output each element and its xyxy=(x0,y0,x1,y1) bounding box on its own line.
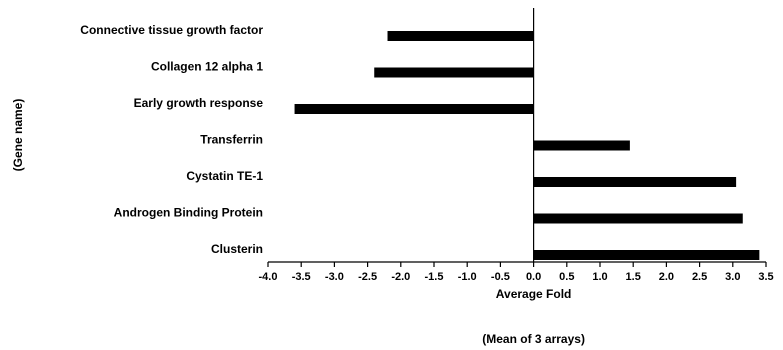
x-tick-label: 3.0 xyxy=(725,271,740,283)
x-tick-label: -3.0 xyxy=(325,271,344,283)
category-label: Early growth response xyxy=(134,96,264,110)
category-label: Androgen Binding Protein xyxy=(114,206,263,220)
x-tick-label: 0.5 xyxy=(559,271,574,283)
bar xyxy=(294,104,534,114)
x-tick-label: 3.5 xyxy=(758,271,773,283)
x-tick-label: 1.5 xyxy=(626,271,641,283)
x-tick-label: -0.5 xyxy=(491,271,510,283)
bar xyxy=(533,177,737,187)
bar xyxy=(533,250,760,260)
x-tick-label: -4.0 xyxy=(259,271,278,283)
category-label: Collagen 12 alpha 1 xyxy=(151,60,263,74)
x-tick-label: 1.0 xyxy=(592,271,607,283)
x-axis-title: Average Fold xyxy=(496,287,572,301)
category-label: Cystatin TE-1 xyxy=(186,169,263,183)
bars-layer xyxy=(294,31,760,260)
y-axis-title: (Gene name) xyxy=(11,99,25,172)
category-labels: Connective tissue growth factor Collagen … xyxy=(80,23,263,256)
bar xyxy=(387,31,534,41)
x-tick-label: -2.0 xyxy=(391,271,410,283)
bar xyxy=(374,67,534,78)
x-axis-ticks: -4.0 -3.5 -3.0 -2.5 -2.0 -1.5 -1.0 -0.5 0.0 0.5 1.… xyxy=(259,262,774,283)
x-tick-label: 0.0 xyxy=(526,271,541,283)
bar xyxy=(533,140,630,151)
category-label: Connective tissue growth factor xyxy=(80,23,263,37)
x-tick-label: 2.0 xyxy=(659,271,674,283)
x-tick-label: -3.5 xyxy=(292,271,311,283)
x-axis-subtitle: (Mean of 3 arrays) xyxy=(482,332,585,346)
x-tick-label: -1.5 xyxy=(425,271,444,283)
x-tick-label: -2.5 xyxy=(358,271,377,283)
bar xyxy=(533,213,743,224)
category-label: Transferrin xyxy=(200,133,263,147)
x-tick-label: 2.5 xyxy=(692,271,707,283)
category-label: Clusterin xyxy=(211,242,263,256)
x-tick-label: -1.0 xyxy=(458,271,477,283)
